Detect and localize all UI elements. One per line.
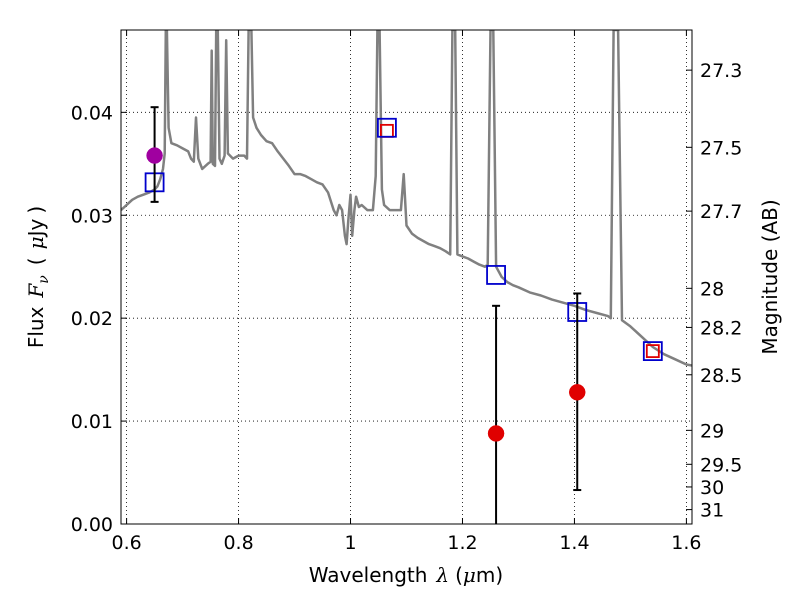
model-square-marker (645, 344, 660, 359)
x-axis-title: Wavelength λ (μm) (309, 563, 503, 587)
y2-tick-label: 29.5 (700, 454, 742, 476)
y-axis-title: Flux Fν ( μJy) (24, 206, 52, 348)
y2-tick-label: 27.3 (700, 60, 742, 82)
y2-tick-label: 30 (700, 477, 724, 499)
x-axis-title-unit-rest: m) (476, 563, 503, 587)
y-axis-title-unit-rest: Jy (24, 218, 48, 238)
y-tick-label: 0.03 (71, 205, 113, 227)
y2-tick-label: 28.2 (700, 317, 742, 339)
y2-tick-label: 28.5 (700, 365, 742, 387)
observed-flux-point (568, 384, 586, 401)
y-axis-title-subscript: ν (36, 275, 52, 284)
x-tick-label: 0.8 (223, 532, 253, 554)
x-tick-label: 1 (344, 532, 356, 554)
y-axis-title-symbol: F (24, 283, 48, 299)
y-axis-title-unit-close: ) (24, 206, 48, 214)
spectrum-line (121, 30, 692, 367)
y-axis-title-unit-open: ( (24, 257, 48, 265)
x-axis-title-main: Wavelength (309, 563, 428, 587)
y2-tick-label: 27.7 (700, 201, 742, 223)
y2-axis-title: Magnitude (AB) (758, 199, 782, 354)
x-tick-label: 0.6 (111, 532, 141, 554)
x-axis-title-unit-open: ( (455, 563, 463, 587)
plot-area (121, 30, 692, 367)
y2-tick-label: 27.5 (700, 137, 742, 159)
model-square-marker (642, 341, 663, 362)
y-axis-title-main: Flux (24, 306, 48, 348)
observed-flux-point (146, 147, 163, 164)
axes-frame (120, 29, 693, 525)
x-axis-title-lambda: λ (435, 563, 449, 587)
y-axis-title-mu: μ (24, 236, 48, 249)
y-tick-label: 0.04 (71, 102, 113, 124)
y-tick-label: 0.01 (71, 411, 113, 433)
model-square-marker (486, 265, 506, 285)
x-axis-title-mu: μ (463, 563, 476, 587)
y2-tick-label: 29 (700, 420, 724, 442)
x-tick-label: 1.2 (447, 532, 477, 554)
y-tick-label: 0.00 (71, 514, 113, 536)
model-square-marker (377, 117, 397, 138)
x-tick-label: 1.6 (671, 532, 701, 554)
x-axis: 0.6 0.8 1 1.2 1.4 1.6 (111, 30, 702, 554)
data-markers (144, 106, 663, 524)
y-tick-label: 0.02 (71, 308, 113, 330)
y-axis: 0.00 0.01 0.02 0.03 0.04 (71, 102, 127, 536)
y2-tick-label: 28 (700, 278, 724, 300)
y2-tick-label: 31 (700, 500, 724, 522)
observed-flux-point (487, 425, 505, 442)
x-tick-label: 1.4 (559, 532, 589, 554)
